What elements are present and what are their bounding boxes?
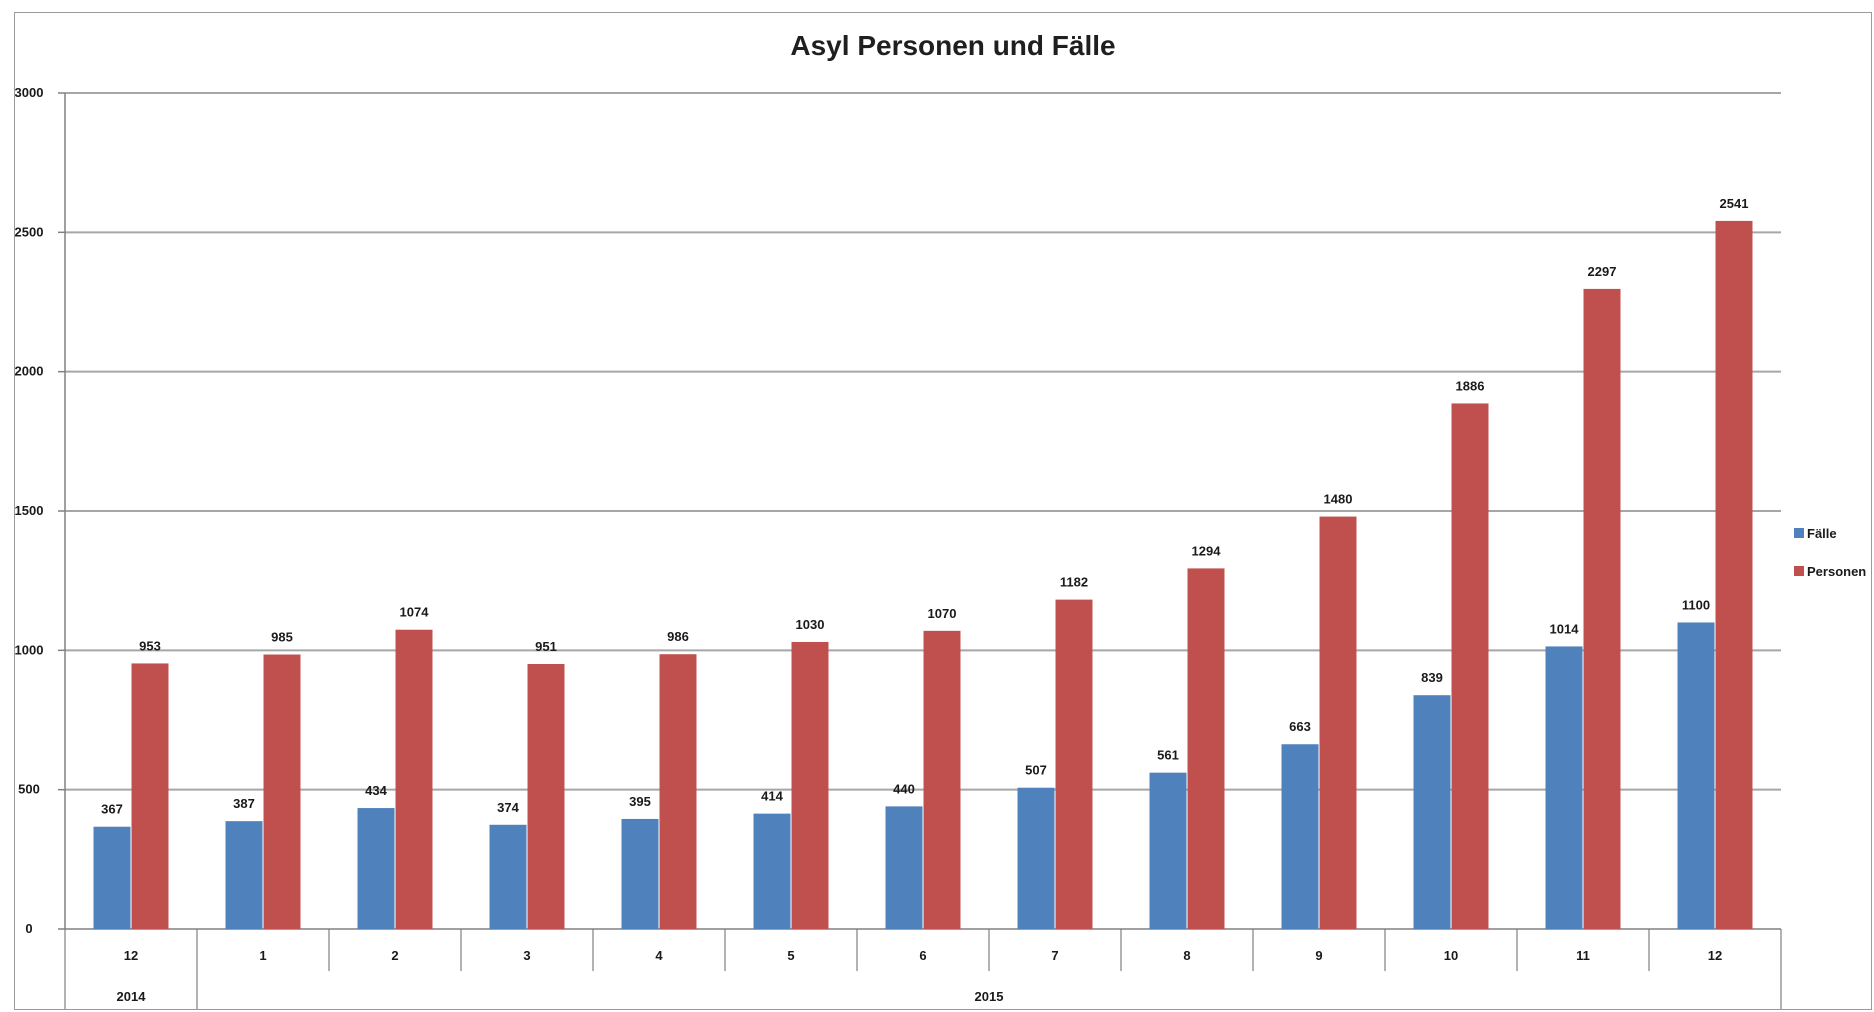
data-label: 2541 [1720, 196, 1749, 211]
data-label: 953 [139, 638, 161, 653]
data-label: 985 [271, 630, 293, 645]
data-label: 387 [233, 796, 255, 811]
data-label: 1182 [1060, 575, 1088, 590]
data-label: 1480 [1324, 492, 1353, 507]
data-label: 374 [497, 800, 519, 815]
legend: Fälle Personen [1794, 526, 1866, 579]
chart-title: Asyl Personen und Fälle [790, 30, 1115, 61]
bar-faelle [1545, 646, 1583, 929]
data-label: 839 [1421, 670, 1443, 685]
bar-personen [1715, 220, 1753, 929]
bar-personen [923, 630, 961, 929]
category-label: 12 [124, 948, 138, 963]
data-label: 1074 [400, 605, 430, 620]
grid-layer [65, 92, 1781, 791]
category-label: 12 [1708, 948, 1722, 963]
bar-personen [527, 663, 565, 929]
y-tick-label: 0 [25, 921, 32, 936]
data-label: 1030 [796, 617, 825, 632]
bar-personen [791, 641, 829, 929]
category-label: 10 [1444, 948, 1458, 963]
category-label: 3 [523, 948, 530, 963]
chart: Asyl Personen und Fälle 0 500 1000 1500 2000… [15, 30, 1866, 1009]
data-label: 663 [1289, 719, 1311, 734]
bar-faelle [1017, 787, 1055, 929]
bar-layer [93, 220, 1753, 929]
data-label: 507 [1025, 763, 1047, 778]
y-tick-label: 1000 [15, 642, 43, 657]
data-label: 395 [629, 794, 651, 809]
data-label: 440 [893, 781, 915, 796]
data-label: 561 [1157, 748, 1179, 763]
bar-faelle [357, 808, 395, 929]
legend-swatch [1794, 566, 1804, 576]
label-layer: 367 387 434 374 395 414 440 507 561 663 839 1014 110… [101, 196, 1748, 817]
category-label: 8 [1183, 948, 1190, 963]
bar-faelle [1281, 744, 1319, 929]
group-label: 2015 [975, 989, 1004, 1004]
data-label: 414 [761, 789, 783, 804]
legend-swatch [1794, 528, 1804, 538]
bar-faelle [885, 806, 923, 929]
y-tick-label: 2000 [15, 364, 43, 379]
bar-faelle [621, 818, 659, 929]
bar-personen [131, 663, 169, 929]
y-tick-label: 3000 [15, 85, 43, 100]
data-label: 2297 [1588, 264, 1617, 279]
data-label: 986 [667, 629, 689, 644]
chart-frame: Asyl Personen und Fälle 0 500 1000 1500 2000… [14, 12, 1872, 1010]
bar-faelle [753, 813, 791, 929]
data-label: 434 [365, 783, 387, 798]
y-tick-label: 2500 [15, 224, 43, 239]
group-label: 2014 [117, 989, 147, 1004]
bar-personen [659, 654, 697, 929]
bar-personen [1055, 599, 1093, 929]
bar-faelle [1413, 695, 1451, 929]
category-label: 9 [1315, 948, 1322, 963]
data-label: 951 [535, 639, 557, 654]
data-label: 1070 [928, 606, 957, 621]
bar-faelle [1677, 622, 1715, 929]
data-label: 1100 [1682, 597, 1710, 612]
bar-faelle [489, 824, 527, 929]
bar-personen [1451, 403, 1489, 929]
category-label: 11 [1576, 948, 1590, 963]
bar-personen [395, 629, 433, 929]
category-label: 1 [259, 948, 266, 963]
data-label: 1294 [1192, 543, 1222, 558]
category-label: 6 [919, 948, 926, 963]
bar-personen [263, 654, 301, 929]
data-label: 367 [101, 802, 123, 817]
data-label: 1886 [1456, 378, 1485, 393]
category-label: 2 [391, 948, 398, 963]
bar-personen [1187, 568, 1225, 929]
category-label: 7 [1051, 948, 1058, 963]
bar-faelle [225, 821, 263, 929]
category-label: 4 [655, 948, 663, 963]
bar-faelle [1149, 772, 1187, 929]
y-tick-label: 1500 [15, 503, 43, 518]
data-label: 1014 [1550, 621, 1580, 636]
bar-personen [1319, 516, 1357, 929]
legend-label: Personen [1807, 564, 1866, 579]
legend-label: Fälle [1807, 526, 1837, 541]
y-tick-label: 500 [18, 782, 40, 797]
bar-personen [1583, 288, 1621, 929]
category-label: 5 [787, 948, 794, 963]
bar-faelle [93, 826, 131, 929]
